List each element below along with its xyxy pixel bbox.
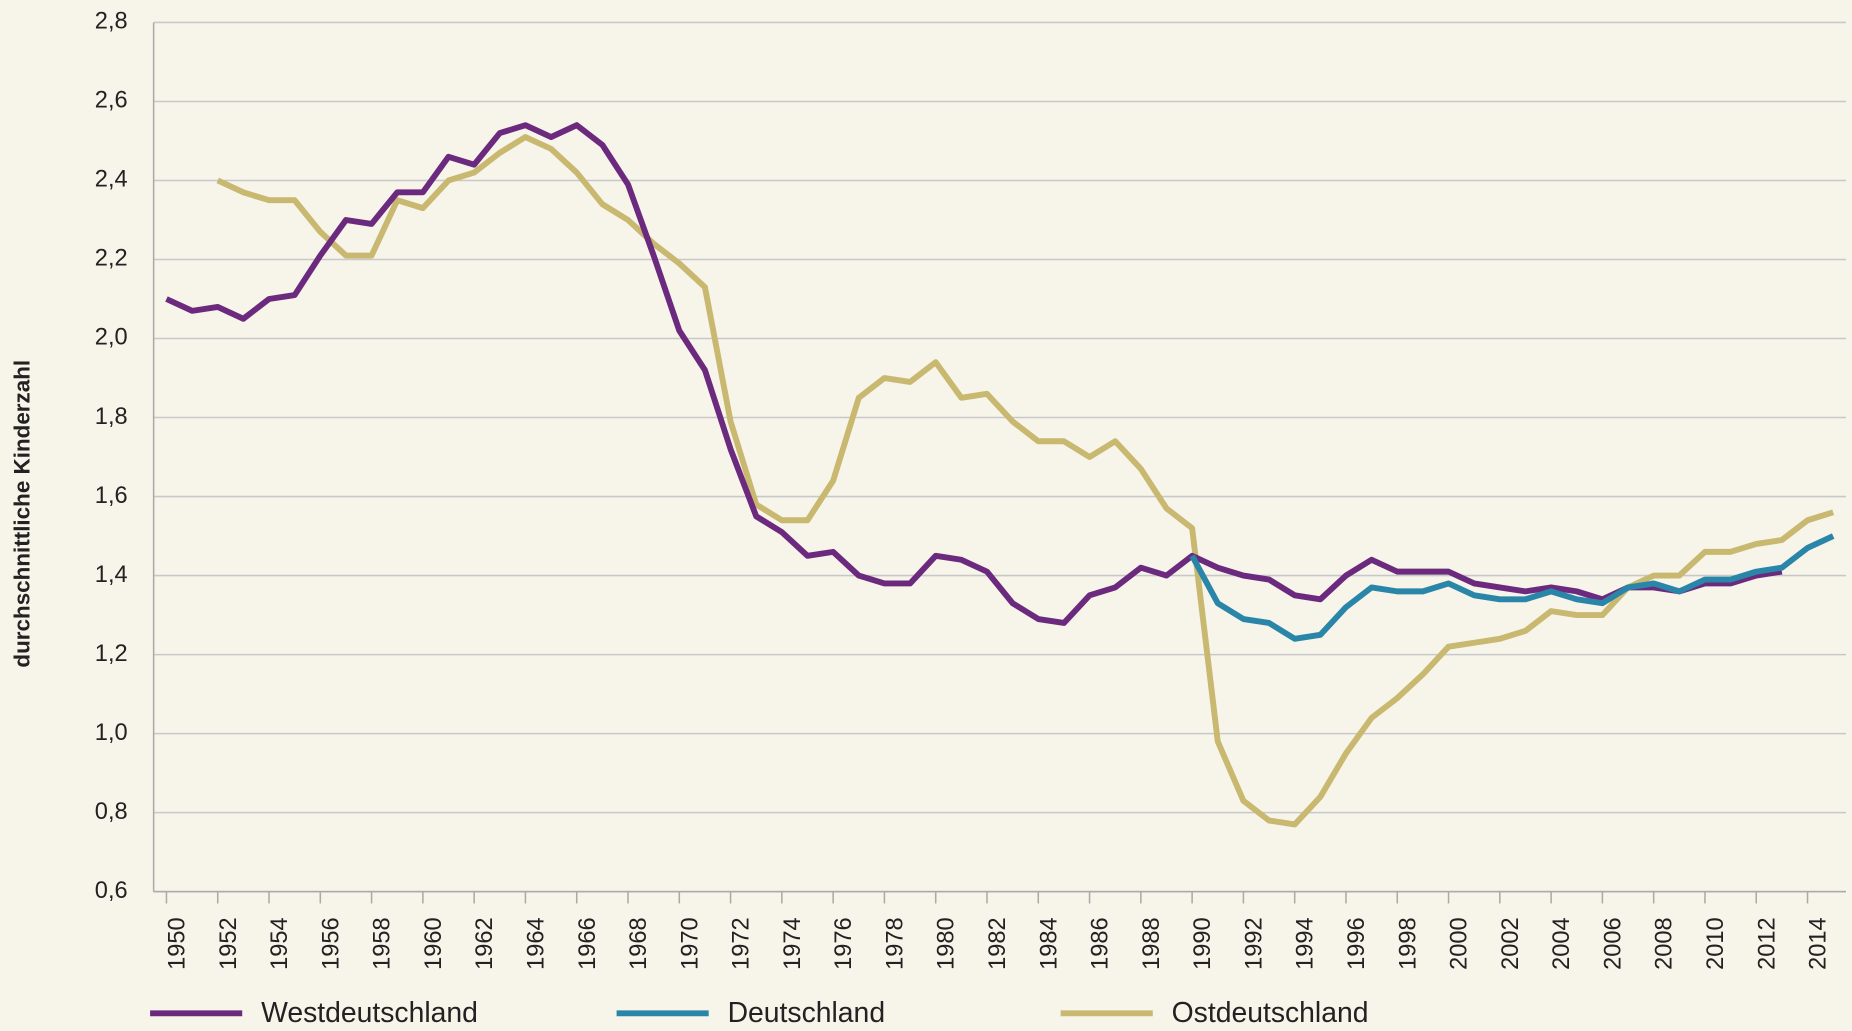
x-tick-label: 1958	[370, 917, 396, 970]
x-tick-label: 2000	[1447, 917, 1473, 970]
x-tick-label: 1992	[1241, 917, 1267, 970]
x-tick-label: 1998	[1395, 917, 1421, 970]
y-tick-label: 1,8	[95, 404, 128, 430]
y-tick-label: 2,2	[95, 246, 128, 272]
x-tick-label: 2002	[1498, 917, 1524, 970]
y-axis-label: durchschnittliche Kinderzahl	[10, 360, 35, 668]
x-tick-label: 1972	[729, 917, 755, 970]
y-tick-label: 2,6	[95, 88, 128, 114]
x-tick-label: 1996	[1344, 917, 1370, 970]
x-tick-label: 2008	[1652, 917, 1678, 970]
x-tick-label: 1950	[165, 917, 191, 970]
y-tick-label: 1,2	[95, 641, 128, 667]
x-tick-label: 1984	[1036, 917, 1062, 970]
x-tick-label: 1986	[1088, 917, 1114, 970]
legend-label: Westdeutschland	[261, 997, 478, 1029]
x-tick-label: 2006	[1600, 917, 1626, 970]
x-tick-label: 1956	[318, 917, 344, 970]
x-tick-label: 1964	[523, 917, 549, 970]
x-tick-label: 1968	[626, 917, 652, 970]
x-tick-label: 1954	[267, 917, 293, 970]
y-tick-label: 0,8	[95, 799, 128, 825]
y-tick-label: 1,4	[95, 562, 128, 588]
y-tick-label: 1,0	[95, 720, 128, 746]
x-tick-label: 1982	[985, 917, 1011, 970]
y-tick-label: 2,0	[95, 325, 128, 351]
x-tick-label: 1994	[1293, 917, 1319, 970]
x-tick-label: 2012	[1754, 917, 1780, 970]
series-line	[165, 122, 1783, 626]
series-line	[216, 134, 1835, 828]
x-tick-label: 1960	[421, 917, 447, 970]
x-tick-label: 1990	[1190, 917, 1216, 970]
legend-label: Ostdeutschland	[1172, 997, 1369, 1029]
x-tick-label: 1988	[1139, 917, 1165, 970]
x-tick-label: 1974	[780, 917, 806, 970]
x-tick-label: 2004	[1549, 917, 1575, 970]
x-tick-label: 1978	[882, 917, 908, 970]
y-tick-label: 2,4	[95, 167, 128, 193]
x-tick-label: 1966	[575, 917, 601, 970]
x-tick-label: 1970	[677, 917, 703, 970]
x-tick-label: 2014	[1806, 917, 1832, 970]
legend-label: Deutschland	[728, 997, 885, 1029]
y-tick-label: 1,6	[95, 483, 128, 509]
x-tick-label: 1980	[934, 917, 960, 970]
x-tick-label: 1952	[216, 917, 242, 970]
series-line	[1189, 533, 1835, 642]
x-tick-label: 2010	[1703, 917, 1729, 970]
x-tick-label: 1976	[831, 917, 857, 970]
y-tick-label: 2,8	[95, 9, 128, 35]
x-tick-label: 1962	[472, 917, 498, 970]
y-tick-label: 0,6	[95, 878, 128, 904]
